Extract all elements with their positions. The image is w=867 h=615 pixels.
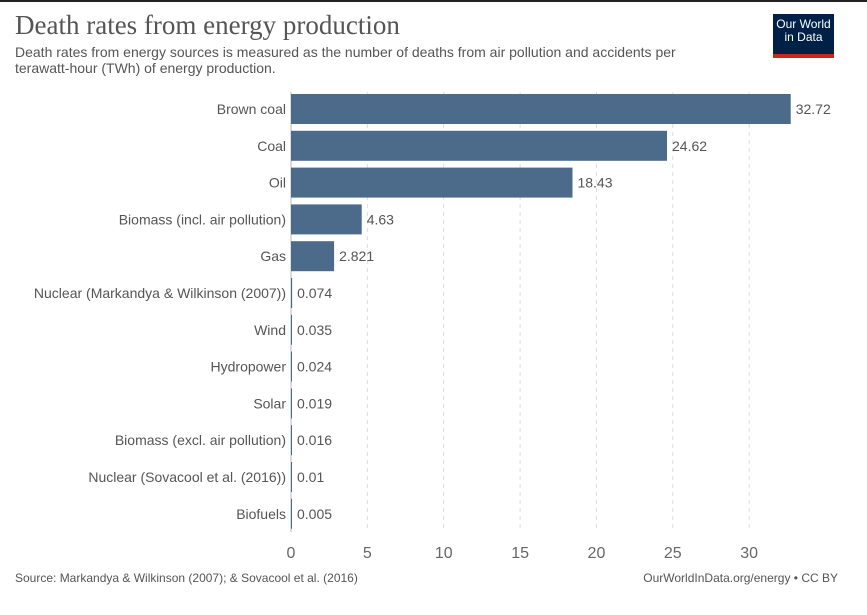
value-label: 2.821 xyxy=(339,248,374,264)
bar xyxy=(291,388,292,419)
value-label: 0.01 xyxy=(297,469,324,485)
value-label: 0.005 xyxy=(297,506,332,522)
category-label: Oil xyxy=(269,175,286,191)
value-label: 0.024 xyxy=(297,359,332,375)
category-label: Brown coal xyxy=(217,101,286,117)
bar xyxy=(291,241,335,272)
bar-chart: 0 5 10 15 20 25 30 Brown coal 32.72 Coal 24.62 Oil 1… xyxy=(34,92,831,562)
value-label: 0.016 xyxy=(297,432,332,448)
value-label: 18.43 xyxy=(577,175,612,191)
value-label: 32.72 xyxy=(796,101,831,117)
top-rule xyxy=(0,0,867,2)
x-tick-label: 15 xyxy=(511,545,529,562)
x-tick-label: 30 xyxy=(740,545,758,562)
value-label: 0.035 xyxy=(297,322,332,338)
value-label: 0.019 xyxy=(297,395,332,411)
owid-logo[interactable]: Our World in Data xyxy=(773,14,834,58)
x-tick-label: 25 xyxy=(664,545,682,562)
source-note[interactable]: Source: Markandya & Wilkinson (2007); & … xyxy=(15,571,358,585)
category-label: Nuclear (Sovacool et al. (2016)) xyxy=(88,469,286,485)
category-label: Biofuels xyxy=(236,506,286,522)
logo-line-1: Our World xyxy=(776,17,831,31)
bar xyxy=(291,94,791,124)
category-label: Nuclear (Markandya & Wilkinson (2007)) xyxy=(34,285,286,301)
value-label: 0.074 xyxy=(297,285,332,301)
bar xyxy=(291,462,292,492)
chart-title: Death rates from energy production xyxy=(15,10,400,40)
category-label: Biomass (incl. air pollution) xyxy=(119,211,286,227)
value-label: 4.63 xyxy=(367,211,394,227)
bar xyxy=(291,314,292,345)
credit-link[interactable]: OurWorldInData.org/energy • CC BY xyxy=(643,571,838,585)
bar xyxy=(291,204,362,235)
logo-line-2: in Data xyxy=(784,30,823,44)
x-tick-label: 0 xyxy=(287,545,296,562)
category-label: Solar xyxy=(253,395,286,411)
bar xyxy=(291,167,573,198)
value-label: 24.62 xyxy=(672,138,707,154)
bar xyxy=(291,130,668,161)
x-tick-label: 5 xyxy=(363,545,372,562)
category-label: Hydropower xyxy=(211,359,287,375)
category-label: Wind xyxy=(254,322,286,338)
x-tick-label: 10 xyxy=(435,545,453,562)
category-label: Biomass (excl. air pollution) xyxy=(115,432,286,448)
category-label: Gas xyxy=(260,248,286,264)
bar xyxy=(291,498,292,529)
bar xyxy=(291,278,293,308)
chart-subtitle: Death rates from energy sources is measu… xyxy=(15,44,676,76)
category-label: Coal xyxy=(257,138,286,154)
x-tick-label: 20 xyxy=(588,545,606,562)
bar xyxy=(291,425,292,456)
bar xyxy=(291,351,292,382)
